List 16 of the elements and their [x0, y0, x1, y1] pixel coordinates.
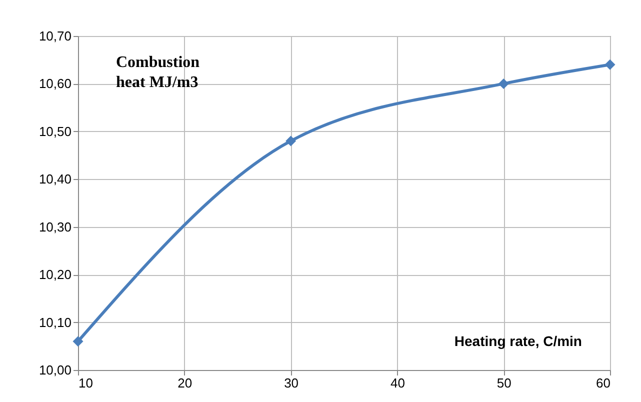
y-tick-label: 10,60	[38, 76, 72, 92]
y-axis-title: Combustion heat MJ/m3	[116, 54, 200, 91]
y-tick-label: 10,50	[38, 124, 72, 139]
x-tick-label: 10	[78, 376, 93, 390]
x-tick-label: 50	[496, 376, 512, 390]
x-tick-label: 30	[284, 376, 299, 390]
x-tick-label: 20	[178, 376, 192, 390]
y-tick-label: 10,70	[38, 28, 72, 44]
x-tick-label: 40	[390, 376, 405, 390]
y-tick-label: 10,40	[38, 172, 72, 187]
y-tick-label: 10,00	[38, 362, 72, 378]
y-tick-label: 10,30	[38, 219, 72, 234]
x-axis-title: Heating rate, C/min	[454, 333, 582, 349]
x-tick-label: 60	[596, 376, 610, 390]
y-tick-label: 10,10	[38, 314, 72, 330]
y-tick-label: 10,20	[38, 267, 72, 282]
